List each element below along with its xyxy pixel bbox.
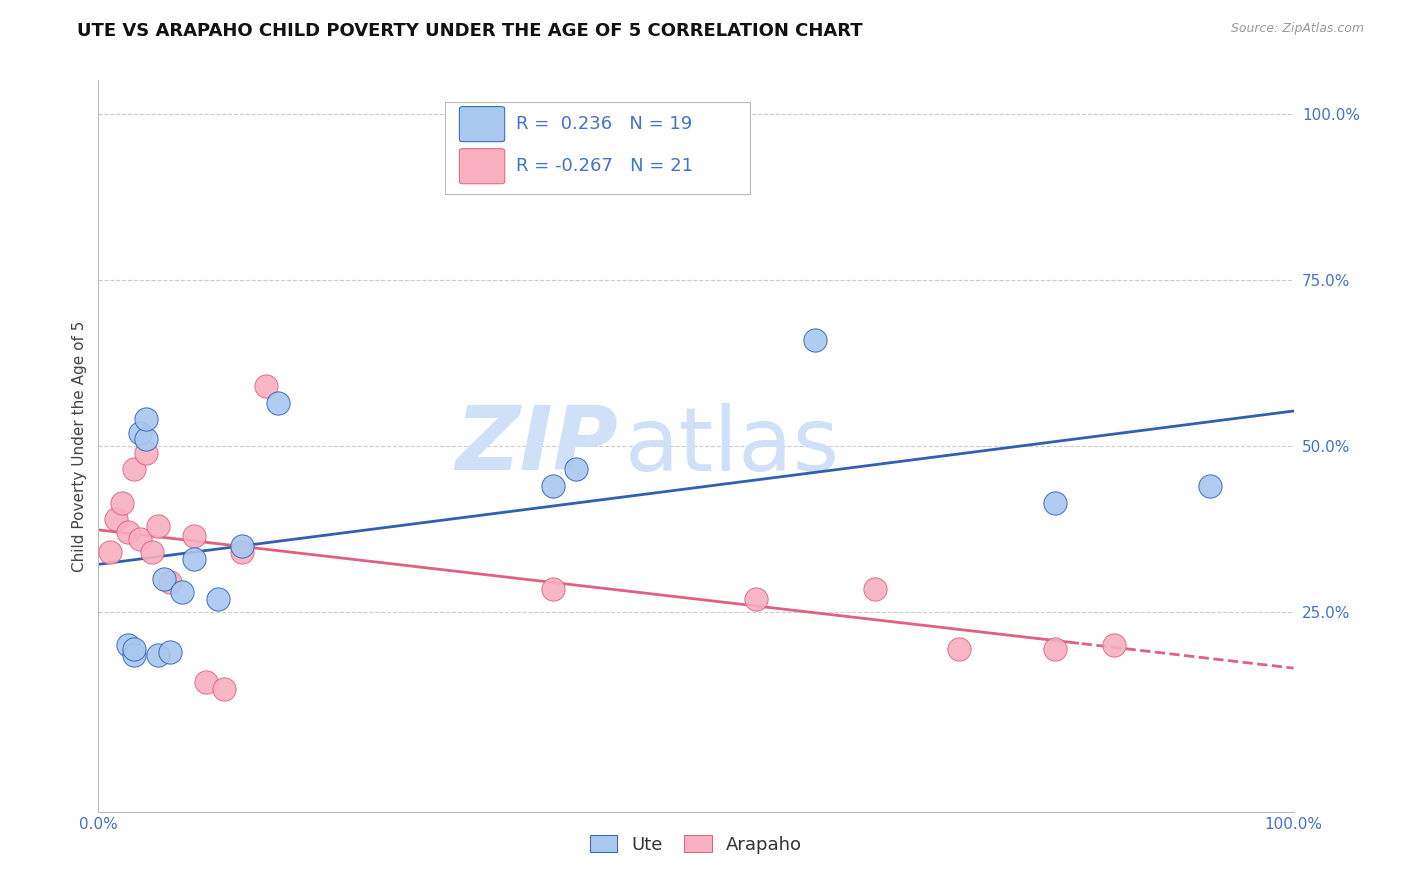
Point xyxy=(124,648,146,663)
Text: R = -0.267   N = 21: R = -0.267 N = 21 xyxy=(516,157,693,175)
Point xyxy=(183,552,205,566)
Y-axis label: Child Poverty Under the Age of 5: Child Poverty Under the Age of 5 xyxy=(72,320,87,572)
Point xyxy=(117,639,139,653)
Point xyxy=(207,591,229,606)
Point xyxy=(153,572,176,586)
Point xyxy=(212,681,235,696)
Point xyxy=(541,479,564,493)
Point xyxy=(124,641,146,656)
Point xyxy=(804,333,827,347)
Text: Source: ZipAtlas.com: Source: ZipAtlas.com xyxy=(1230,22,1364,36)
Point xyxy=(172,585,194,599)
Point xyxy=(105,512,128,526)
Text: ZIP: ZIP xyxy=(456,402,619,490)
Point xyxy=(159,575,181,590)
Point xyxy=(98,545,122,559)
Legend: Ute, Arapaho: Ute, Arapaho xyxy=(591,835,801,854)
Point xyxy=(267,396,290,410)
Point xyxy=(129,532,152,546)
Point xyxy=(1199,479,1222,493)
FancyBboxPatch shape xyxy=(460,149,505,184)
Point xyxy=(948,641,970,656)
Point xyxy=(148,648,170,663)
Point xyxy=(231,545,253,559)
Point xyxy=(159,645,181,659)
Point xyxy=(865,582,887,596)
Point xyxy=(1104,639,1126,653)
Point xyxy=(111,495,134,509)
Point xyxy=(1043,495,1066,509)
Point xyxy=(183,529,205,543)
FancyBboxPatch shape xyxy=(446,103,749,194)
Point xyxy=(195,675,218,690)
Point xyxy=(541,582,564,596)
Point xyxy=(745,591,768,606)
Text: UTE VS ARAPAHO CHILD POVERTY UNDER THE AGE OF 5 CORRELATION CHART: UTE VS ARAPAHO CHILD POVERTY UNDER THE A… xyxy=(77,22,863,40)
Point xyxy=(124,462,146,476)
Point xyxy=(117,525,139,540)
Point xyxy=(141,545,163,559)
FancyBboxPatch shape xyxy=(460,107,505,142)
Point xyxy=(254,379,277,393)
Point xyxy=(231,539,253,553)
Text: atlas: atlas xyxy=(624,402,839,490)
Point xyxy=(135,433,157,447)
Point xyxy=(1043,641,1066,656)
Point xyxy=(135,412,157,426)
Point xyxy=(148,518,170,533)
Point xyxy=(565,462,588,476)
Text: R =  0.236   N = 19: R = 0.236 N = 19 xyxy=(516,115,692,133)
Point xyxy=(135,445,157,459)
Point xyxy=(129,425,152,440)
